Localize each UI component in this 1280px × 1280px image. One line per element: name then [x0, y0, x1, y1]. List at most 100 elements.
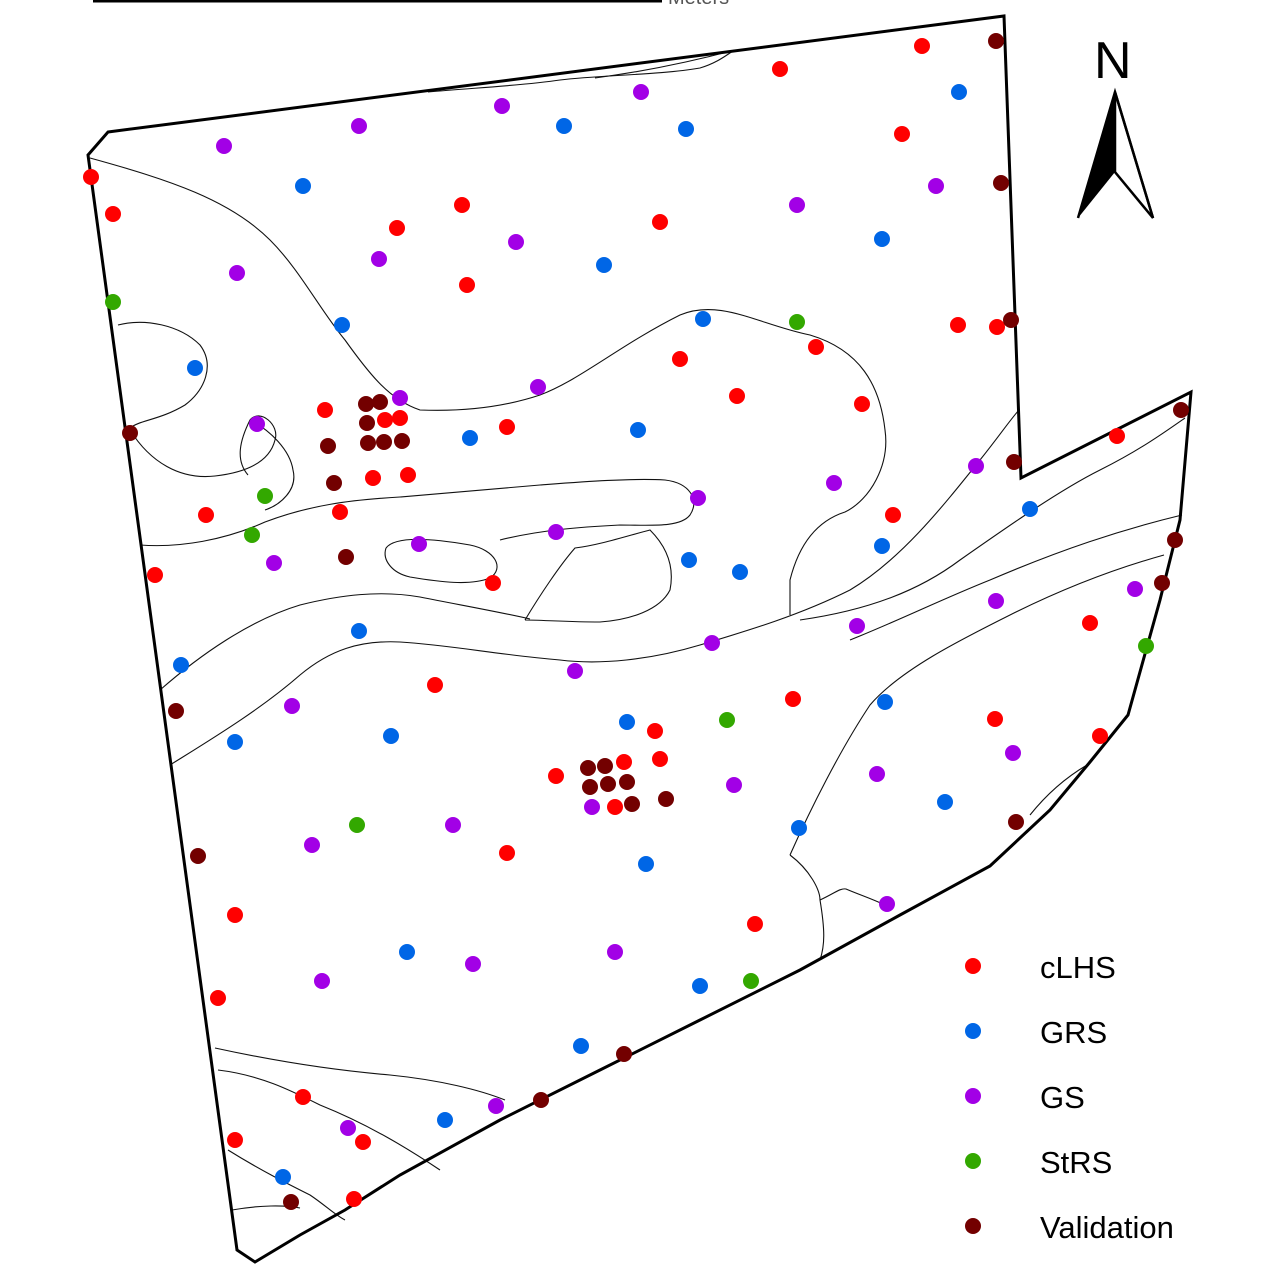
- sample-point-clhs: [147, 567, 163, 583]
- sample-point-clhs: [729, 388, 745, 404]
- legend-swatch-clhs: [965, 958, 981, 974]
- sample-point-strs: [789, 314, 805, 330]
- sample-point-validation: [1173, 402, 1189, 418]
- sample-point-grs: [173, 657, 189, 673]
- north-label: N: [1094, 32, 1132, 90]
- sample-point-gs: [584, 799, 600, 815]
- study-area-boundary: [86, 14, 1193, 1264]
- legend-item-grs: GRS: [965, 1015, 1107, 1050]
- sample-point-gs: [229, 265, 245, 281]
- sample-point-validation: [658, 791, 674, 807]
- sample-point-clhs: [989, 319, 1005, 335]
- sample-point-grs: [295, 178, 311, 194]
- legend-label-grs: GRS: [1040, 1015, 1107, 1050]
- sample-point-validation: [394, 433, 410, 449]
- sample-point-gs: [879, 896, 895, 912]
- sample-point-clhs: [105, 206, 121, 222]
- sample-point-clhs: [459, 277, 475, 293]
- sample-point-grs: [187, 360, 203, 376]
- legend-swatch-grs: [965, 1023, 981, 1039]
- sample-point-grs: [791, 820, 807, 836]
- sample-point-clhs: [83, 169, 99, 185]
- sample-point-validation: [358, 396, 374, 412]
- north-arrow-icon: [1076, 87, 1155, 219]
- sample-point-validation: [616, 1046, 632, 1062]
- sample-point-gs: [567, 663, 583, 679]
- sample-point-clhs: [227, 1132, 243, 1148]
- sample-point-validation: [283, 1194, 299, 1210]
- sample-point-clhs: [652, 214, 668, 230]
- sample-point-gs: [465, 956, 481, 972]
- sample-point-grs: [334, 317, 350, 333]
- sample-point-grs: [383, 728, 399, 744]
- legend-item-clhs: cLHS: [965, 950, 1116, 985]
- soil-unit-lines: [89, 49, 1186, 1221]
- sample-point-clhs: [894, 126, 910, 142]
- sample-point-grs: [437, 1112, 453, 1128]
- sample-point-validation: [320, 438, 336, 454]
- sample-point-strs: [719, 712, 735, 728]
- sample-point-clhs: [647, 723, 663, 739]
- legend-label-clhs: cLHS: [1040, 950, 1116, 985]
- sample-point-gs: [351, 118, 367, 134]
- scale-bar: Meters: [93, 0, 729, 9]
- sample-point-validation: [533, 1092, 549, 1108]
- scale-bar-unit-label: Meters: [668, 0, 729, 9]
- sample-point-grs: [630, 422, 646, 438]
- sample-point-grs: [681, 552, 697, 568]
- sample-point-validation: [624, 796, 640, 812]
- sample-point-gs: [508, 234, 524, 250]
- sample-point-clhs: [427, 677, 443, 693]
- sample-point-validation: [600, 776, 616, 792]
- sample-point-gs: [1005, 745, 1021, 761]
- sample-point-grs: [573, 1038, 589, 1054]
- sample-point-clhs: [950, 317, 966, 333]
- sample-point-validation: [1006, 454, 1022, 470]
- sample-point-clhs: [914, 38, 930, 54]
- sample-point-clhs: [317, 402, 333, 418]
- sample-point-grs: [556, 118, 572, 134]
- sample-point-grs: [692, 978, 708, 994]
- sample-point-clhs: [389, 220, 405, 236]
- sample-point-grs: [596, 257, 612, 273]
- sample-point-clhs: [785, 691, 801, 707]
- sample-point-clhs: [499, 419, 515, 435]
- sample-point-gs: [1127, 581, 1143, 597]
- sample-point-grs: [951, 84, 967, 100]
- sample-point-grs: [638, 856, 654, 872]
- sample-point-grs: [227, 734, 243, 750]
- sample-point-gs: [266, 555, 282, 571]
- sample-point-gs: [849, 618, 865, 634]
- legend-item-strs: StRS: [965, 1145, 1112, 1180]
- sample-point-validation: [582, 779, 598, 795]
- sample-point-gs: [607, 944, 623, 960]
- sample-point-strs: [257, 488, 273, 504]
- sample-point-grs: [937, 794, 953, 810]
- sample-point-validation: [338, 549, 354, 565]
- sample-point-validation: [376, 434, 392, 450]
- sample-point-gs: [530, 379, 546, 395]
- sample-point-validation: [1003, 312, 1019, 328]
- sample-point-gs: [488, 1098, 504, 1114]
- legend-label-strs: StRS: [1040, 1145, 1112, 1180]
- sample-point-validation: [360, 435, 376, 451]
- sample-point-clhs: [392, 410, 408, 426]
- sample-point-grs: [678, 121, 694, 137]
- sample-point-grs: [732, 564, 748, 580]
- legend-swatch-gs: [965, 1088, 981, 1104]
- sample-point-grs: [1022, 501, 1038, 517]
- north-arrow: N: [1076, 32, 1155, 219]
- sample-point-clhs: [616, 754, 632, 770]
- sample-point-clhs: [198, 507, 214, 523]
- sample-point-grs: [399, 944, 415, 960]
- sample-point-validation: [372, 394, 388, 410]
- sample-point-grs: [462, 430, 478, 446]
- sample-point-clhs: [346, 1191, 362, 1207]
- sample-point-gs: [284, 698, 300, 714]
- sample-point-clhs: [400, 467, 416, 483]
- sample-point-clhs: [365, 470, 381, 486]
- sample-point-validation: [597, 758, 613, 774]
- sample-point-gs: [633, 84, 649, 100]
- sample-point-validation: [993, 175, 1009, 191]
- sample-point-clhs: [885, 507, 901, 523]
